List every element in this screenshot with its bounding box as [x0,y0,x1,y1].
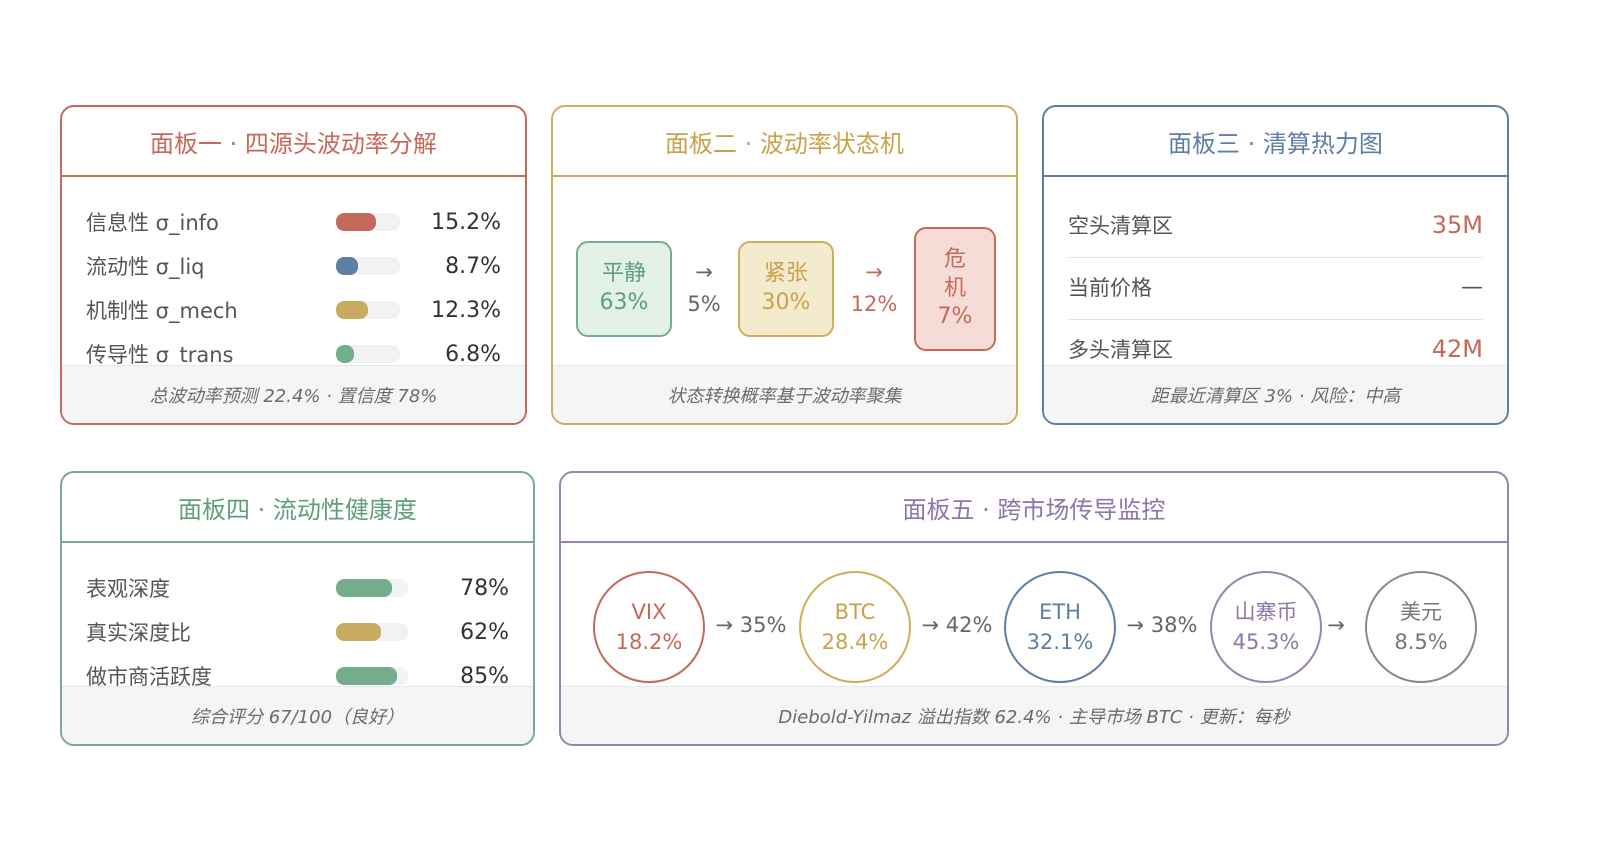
row-label: 流动性 σ_liq [86,255,205,279]
bar-track [336,301,400,319]
panel-title: 面板二 · 波动率状态机 [553,107,1016,177]
node-btc: BTC 28.4% [799,571,911,683]
link-btc-eth: → 42% [921,613,993,637]
node-vix: VIX 18.2% [593,571,705,683]
transition-pct: 12% [850,291,898,316]
panel-footer: Diebold-Yilmaz 溢出指数 62.4% · 主导市场 BTC · 更… [561,686,1507,744]
node-value: 8.5% [1394,630,1448,654]
row-value: 35M [1431,211,1483,239]
state-crisis: 危 机 7% [914,227,996,351]
bar-track [336,667,408,685]
node-name: 山寨币 [1234,599,1298,624]
state-name: 危 机 [943,247,966,301]
state-pct: 30% [761,290,811,315]
panel-footer: 综合评分 67/100（良好） [62,686,533,744]
node-value: 45.3% [1232,630,1300,654]
row-label: 真实深度比 [86,621,191,645]
row-label: 机制性 σ_mech [86,299,238,323]
bar-track [336,345,400,363]
state-tense: 紧张 30% [738,241,834,337]
row-label: 表观深度 [86,577,170,601]
liquidity-row-apparent-depth: 表观深度 78% [86,573,509,603]
panel-volatility-decomposition: 面板一 · 四源头波动率分解 信息性 σ_info 15.2% 流动性 σ_li… [60,105,527,425]
node-value: 32.1% [1026,630,1094,654]
volatility-row-liq: 流动性 σ_liq 8.7% [86,251,501,281]
row-value: 62% [460,619,509,645]
panel-volatility-state-machine: 面板二 · 波动率状态机 平静 63% → 5% 紧张 30% → 12% 危 … [551,105,1018,425]
divider [1068,319,1483,320]
row-label: 多头清算区 [1068,338,1173,362]
row-value: 12.3% [431,297,501,323]
state-name: 紧张 [763,261,808,287]
panel-footer: 状态转换概率基于波动率聚集 [553,365,1016,423]
node-name: BTC [834,599,876,624]
row-value: — [1461,274,1483,300]
liquidation-row-short: 空头清算区 35M [1068,205,1483,245]
bar-fill [336,623,381,641]
bar-track [336,257,400,275]
row-label: 信息性 σ_info [86,211,219,235]
panel-title: 面板三 · 清算热力图 [1044,107,1507,177]
panel-footer: 总波动率预测 22.4% · 置信度 78% [62,365,525,423]
node-value: 28.4% [821,630,889,654]
row-label: 当前价格 [1068,276,1152,300]
link-vix-btc: → 35% [715,613,787,637]
liquidity-row-market-maker: 做市商活跃度 85% [86,661,509,691]
row-label: 做市商活跃度 [86,665,212,689]
state-pct: 63% [599,290,649,315]
liquidation-row-current: 当前价格 — [1068,267,1483,307]
panel-title: 面板四 · 流动性健康度 [62,473,533,543]
arrow-icon: → [865,260,883,284]
liquidation-row-long: 多头清算区 42M [1068,329,1483,369]
bar-track [336,213,400,231]
node-usd: 美元 8.5% [1365,571,1477,683]
volatility-row-mech: 机制性 σ_mech 12.3% [86,295,501,325]
transition-calm-tense: → 5% [678,257,730,320]
bar-fill [336,257,359,275]
row-label: 传导性 σ_trans [86,343,234,367]
panel-liquidation-heatmap: 面板三 · 清算热力图 空头清算区 35M 当前价格 — 多头清算区 42M 距… [1042,105,1509,425]
volatility-row-trans: 传导性 σ_trans 6.8% [86,339,501,369]
volatility-row-info: 信息性 σ_info 15.2% [86,207,501,237]
bar-fill [336,301,368,319]
row-value: 78% [460,575,509,601]
row-value: 6.8% [445,341,501,367]
node-name: VIX [631,599,667,624]
bar-fill [336,579,393,597]
panel-cross-market-monitor: 面板五 · 跨市场传导监控 VIX 18.2% → 35% BTC 28.4% … [559,471,1509,746]
node-eth: ETH 32.1% [1004,571,1116,683]
node-name: ETH [1039,599,1081,624]
bar-fill [336,345,354,363]
bar-track [336,623,408,641]
row-value: 15.2% [431,209,501,235]
panel-footer: 距最近清算区 3% · 风险：中高 [1044,365,1507,423]
link-eth-altcoin: → 38% [1126,613,1198,637]
row-value: 8.7% [445,253,501,279]
panel-title: 面板一 · 四源头波动率分解 [62,107,525,177]
bar-fill [336,213,376,231]
bar-fill [336,667,398,685]
state-pct: 7% [937,304,973,330]
bar-track [336,579,408,597]
row-value: 42M [1431,335,1483,363]
arrow-icon: → [695,260,713,284]
transition-tense-crisis: → 12% [843,257,905,320]
divider [1068,257,1483,258]
panel-liquidity-health: 面板四 · 流动性健康度 表观深度 78% 真实深度比 62% 做市商活跃度 8… [60,471,535,746]
row-label: 空头清算区 [1068,214,1173,238]
liquidity-row-real-depth: 真实深度比 62% [86,617,509,647]
row-value: 85% [460,663,509,689]
node-value: 18.2% [615,630,683,654]
panel-title: 面板五 · 跨市场传导监控 [561,473,1507,543]
state-calm: 平静 63% [576,241,672,337]
node-altcoin: 山寨币 45.3% [1210,571,1322,683]
transition-pct: 5% [687,291,721,316]
node-name: 美元 [1400,599,1442,624]
state-name: 平静 [601,261,646,287]
link-altcoin-usd: → [1327,613,1345,637]
